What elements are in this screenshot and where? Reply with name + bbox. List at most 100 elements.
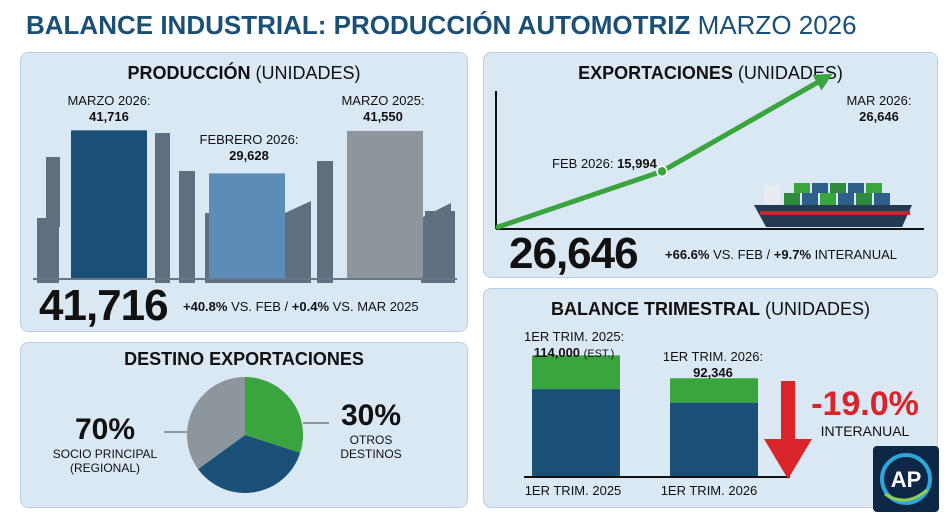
factory-roof xyxy=(285,201,311,283)
exportaciones-line xyxy=(495,73,833,230)
exportaciones-chart xyxy=(495,73,924,230)
exp-feb-label-text: FEB 2026: xyxy=(552,156,614,171)
trimestral-title-main: BALANCE TRIMESTRAL xyxy=(550,299,760,319)
factory-chimney xyxy=(179,171,195,283)
down-arrow-head xyxy=(764,439,812,479)
trimestral-title-unit: (UNIDADES) xyxy=(765,299,871,319)
factory-roof xyxy=(421,203,451,283)
pie-left-line1: SOCIO PRINCIPAL xyxy=(52,447,158,461)
exp-mar-label: MAR 2026: 26,646 xyxy=(834,93,924,125)
ship-hull xyxy=(754,205,912,227)
container xyxy=(838,193,854,205)
exportaciones-change-yoy: +9.7% xyxy=(773,247,812,262)
produccion-change-note: +40.8% VS. FEB / +0.4% VS. MAR 2025 xyxy=(183,299,419,314)
bar-label-marzo-2026-title: MARZO 2026: xyxy=(67,93,151,108)
produccion-chart xyxy=(33,130,457,283)
factory-chimney xyxy=(317,161,333,283)
exportaciones-change-feb-suffix: VS. FEB / xyxy=(713,247,771,262)
destino-title: DESTINO EXPORTACIONES xyxy=(21,349,467,370)
pie-label-right: 30% OTROS DESTINOS xyxy=(326,399,416,461)
ap-logo-text: AP xyxy=(891,467,922,492)
bar-value-febrero-2026: 29,628 xyxy=(229,148,269,163)
factory-chimney xyxy=(155,133,170,283)
exportaciones-title-main: EXPORTACIONES xyxy=(578,63,733,83)
container xyxy=(784,193,800,205)
produccion-change-feb: +40.8% xyxy=(183,299,228,314)
factory-building xyxy=(37,218,59,283)
exp-mar-value: 26,646 xyxy=(859,109,899,124)
tri-bar1-value: 114,000 xyxy=(533,345,581,360)
container xyxy=(866,183,882,193)
trimestral-bar-top xyxy=(670,378,758,403)
pie-right-percent: 30% xyxy=(340,399,402,432)
exportaciones-point-feb xyxy=(656,165,668,178)
tri-bar1-est: (EST.) xyxy=(583,348,615,360)
container xyxy=(812,183,828,193)
main-title-date: MARZO 2026 xyxy=(697,10,857,40)
pie-slice-otros xyxy=(245,377,303,453)
tri-bar2-label: 1ER TRIM. 2026: 92,346 xyxy=(658,349,768,381)
tri-change-value: -19.0% xyxy=(811,385,919,423)
trimestral-bar-main xyxy=(532,389,620,476)
bar-label-marzo-2025: MARZO 2025: 41,550 xyxy=(333,93,433,125)
exportaciones-arrowhead xyxy=(812,73,833,91)
trimestral-bar-main xyxy=(670,402,758,476)
tri-bar1-label-text: 1ER TRIM. 2025: xyxy=(524,329,625,344)
ap-logo: AP xyxy=(873,446,939,512)
produccion-panel: PRODUCCIÓN (UNIDADES) MARZO 2026: 41,716… xyxy=(20,52,468,332)
tri-bar1-label: 1ER TRIM. 2025: 114,000 (EST.) xyxy=(524,329,624,362)
produccion-bar xyxy=(209,173,285,279)
bar-label-marzo-2025-title: MARZO 2025: xyxy=(341,93,425,108)
ship-stripe xyxy=(760,211,910,215)
container xyxy=(794,183,810,193)
destino-panel: DESTINO EXPORTACIONES 70% SOCIO PRINCIPA… xyxy=(20,342,468,508)
exportaciones-panel: EXPORTACIONES (UNIDADES) FEB 2026: 15,99… xyxy=(483,52,938,278)
bar-label-febrero-2026: FEBRERO 2026: 29,628 xyxy=(197,132,301,164)
down-arrow-icon xyxy=(764,381,812,479)
destino-pie xyxy=(187,377,303,493)
exportaciones-change-note: +66.6% VS. FEB / +9.7% INTERANUAL xyxy=(665,247,897,262)
bar-label-febrero-2026-title: FEBRERO 2026: xyxy=(199,132,299,147)
pie-slice-socio-secondary xyxy=(187,377,245,470)
exportaciones-change-feb: +66.6% xyxy=(665,247,710,262)
produccion-title-main: PRODUCCIÓN xyxy=(127,63,251,83)
exp-feb-label: FEB 2026: 15,994 xyxy=(552,156,657,171)
pie-right-line2: DESTINOS xyxy=(340,447,402,461)
tri-bar2-label-text: 1ER TRIM. 2026: xyxy=(662,349,764,364)
destino-chart xyxy=(164,377,329,493)
pie-left-percent: 70% xyxy=(74,413,136,446)
ship-bridge xyxy=(764,186,780,205)
pie-right-line1: OTROS xyxy=(349,433,393,447)
pie-label-left: 70% SOCIO PRINCIPAL (REGIONAL) xyxy=(45,413,165,475)
container xyxy=(802,193,818,205)
produccion-change-mar: +0.4% xyxy=(291,299,330,314)
container xyxy=(874,193,890,205)
factory-chimney xyxy=(46,157,60,227)
produccion-change-feb-suffix: VS. FEB / xyxy=(231,299,289,314)
container xyxy=(820,193,836,205)
produccion-big-number: 41,716 xyxy=(39,281,169,330)
tri-change-label: INTERANUAL xyxy=(820,423,910,439)
ap-logo-mark: AP xyxy=(880,453,932,505)
produccion-title-unit: (UNIDADES) xyxy=(255,63,361,83)
container xyxy=(848,183,864,193)
trimestral-bar-top xyxy=(532,355,620,390)
trimestral-title: BALANCE TRIMESTRAL (UNIDADES) xyxy=(484,299,937,320)
trimestral-bars xyxy=(532,355,758,476)
produccion-bar xyxy=(71,130,147,279)
exp-mar-label-text: MAR 2026: xyxy=(846,93,912,108)
pie-slice-socio xyxy=(198,435,301,493)
bar-value-marzo-2026: 41,716 xyxy=(89,109,129,124)
exportaciones-title: EXPORTACIONES (UNIDADES) xyxy=(484,63,937,84)
tri-x-label-2026: 1ER TRIM. 2026 xyxy=(660,483,758,498)
tri-x-label-2025: 1ER TRIM. 2025 xyxy=(524,483,622,498)
produccion-change-mar-suffix: VS. MAR 2025 xyxy=(332,299,419,314)
bar-value-marzo-2025: 41,550 xyxy=(363,109,403,124)
produccion-bars xyxy=(71,130,423,279)
trimestral-panel: BALANCE TRIMESTRAL (UNIDADES) 1ER TRIM. … xyxy=(483,288,938,508)
ap-logo-swoosh xyxy=(884,488,928,502)
bar-label-marzo-2026: MARZO 2026: 41,716 xyxy=(59,93,159,125)
ship-icon xyxy=(754,183,912,227)
exportaciones-change-yoy-suffix: INTERANUAL xyxy=(814,247,897,262)
main-title: BALANCE INDUSTRIAL: PRODUCCIÓN AUTOMOTRI… xyxy=(26,10,936,46)
